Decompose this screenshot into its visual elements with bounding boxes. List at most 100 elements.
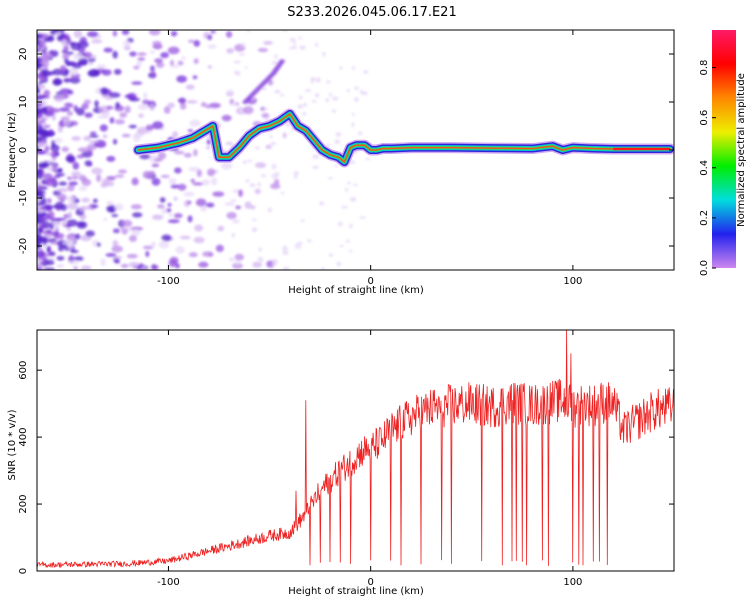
spectrogram-ridge <box>132 108 674 168</box>
noise-blob <box>172 131 179 139</box>
noise-blob <box>69 41 76 46</box>
noise-blob <box>78 186 88 191</box>
noise-blob <box>37 118 43 126</box>
noise-blob <box>167 46 180 55</box>
noise-blob <box>128 234 137 242</box>
snr-ylabel: SNR (10 * v/v) <box>7 409 18 480</box>
noise-blob <box>346 88 350 93</box>
noise-blob <box>71 175 79 180</box>
noise-blob <box>235 205 242 210</box>
noise-blob <box>44 145 50 153</box>
noise-blob <box>188 252 198 258</box>
noise-blob <box>75 233 81 240</box>
noise-blob <box>124 94 134 99</box>
noise-blob <box>230 102 238 106</box>
noise-blob <box>77 147 89 153</box>
noise-blob <box>187 39 195 43</box>
noise-blob <box>293 45 297 50</box>
noise-blob <box>183 191 195 197</box>
noise-blob <box>111 245 124 253</box>
noise-blob <box>120 263 129 268</box>
noise-blob <box>53 232 65 240</box>
noise-blob <box>183 152 192 158</box>
noise-blob <box>352 183 358 187</box>
noise-blob <box>325 98 330 103</box>
noise-blob <box>346 181 351 185</box>
noise-blob <box>254 146 260 150</box>
noise-blob <box>64 58 69 64</box>
noise-blob <box>302 102 308 107</box>
noise-blob <box>122 40 131 46</box>
noise-blob <box>186 100 198 104</box>
snr-series-line <box>37 330 674 569</box>
noise-blob <box>39 224 47 229</box>
noise-blob <box>314 93 320 98</box>
noise-blob <box>96 242 101 247</box>
noise-blob <box>87 149 93 156</box>
noise-blob <box>114 203 124 211</box>
noise-blob <box>114 119 125 125</box>
noise-blob <box>52 220 60 225</box>
noise-blob <box>149 50 156 54</box>
noise-blob <box>285 122 291 127</box>
noise-blob <box>173 196 178 201</box>
noise-blob <box>149 65 155 72</box>
noise-blob <box>58 181 67 186</box>
noise-blob <box>133 65 140 70</box>
noise-blob <box>37 94 44 98</box>
noise-blob <box>244 201 252 210</box>
noise-blob <box>156 62 165 68</box>
noise-blob <box>66 227 72 232</box>
noise-blob <box>263 40 273 45</box>
noise-blob <box>275 172 280 176</box>
noise-blob <box>225 30 233 38</box>
noise-blob <box>270 141 277 146</box>
noise-blob <box>362 70 369 74</box>
noise-blob <box>257 47 269 53</box>
noise-blob <box>129 97 141 102</box>
noise-blob <box>302 111 307 116</box>
noise-blob <box>76 107 85 116</box>
noise-blob <box>49 251 56 256</box>
snr-x-tick-label: 100 <box>563 577 582 588</box>
noise-blob <box>96 174 102 183</box>
noise-blob <box>37 48 41 53</box>
noise-blob <box>242 160 247 164</box>
noise-blob <box>136 60 143 67</box>
noise-blob <box>71 136 82 141</box>
spectrogram-x-tick-label: 0 <box>367 276 373 287</box>
noise-blob <box>88 134 99 138</box>
spectrogram-y-tick-label: 20 <box>18 48 29 61</box>
noise-blob <box>254 188 261 195</box>
noise-blob <box>109 117 115 124</box>
noise-blob <box>254 162 267 169</box>
noise-blob <box>101 69 112 76</box>
noise-blob <box>190 178 195 183</box>
noise-blob <box>46 198 52 204</box>
noise-blob <box>112 239 119 248</box>
noise-blob <box>252 261 262 268</box>
noise-blob <box>49 50 54 55</box>
noise-blob <box>189 119 201 127</box>
noise-blob <box>70 249 79 254</box>
noise-blob <box>61 39 68 46</box>
noise-blob <box>177 183 187 191</box>
noise-blob <box>230 199 237 202</box>
noise-blob <box>212 191 225 197</box>
noise-blob <box>58 167 63 173</box>
noise-blob <box>114 174 125 178</box>
noise-blob <box>298 36 303 40</box>
noise-blob <box>112 255 123 260</box>
noise-blob <box>187 215 193 223</box>
noise-blob <box>37 190 46 195</box>
noise-blob <box>123 45 131 51</box>
noise-blob <box>315 77 321 83</box>
noise-blob <box>312 154 320 159</box>
noise-blob <box>205 145 211 150</box>
noise-blob <box>37 124 44 133</box>
noise-blob <box>140 266 147 270</box>
noise-blob <box>59 65 67 72</box>
noise-blob <box>179 235 191 240</box>
noise-blob <box>114 260 120 264</box>
